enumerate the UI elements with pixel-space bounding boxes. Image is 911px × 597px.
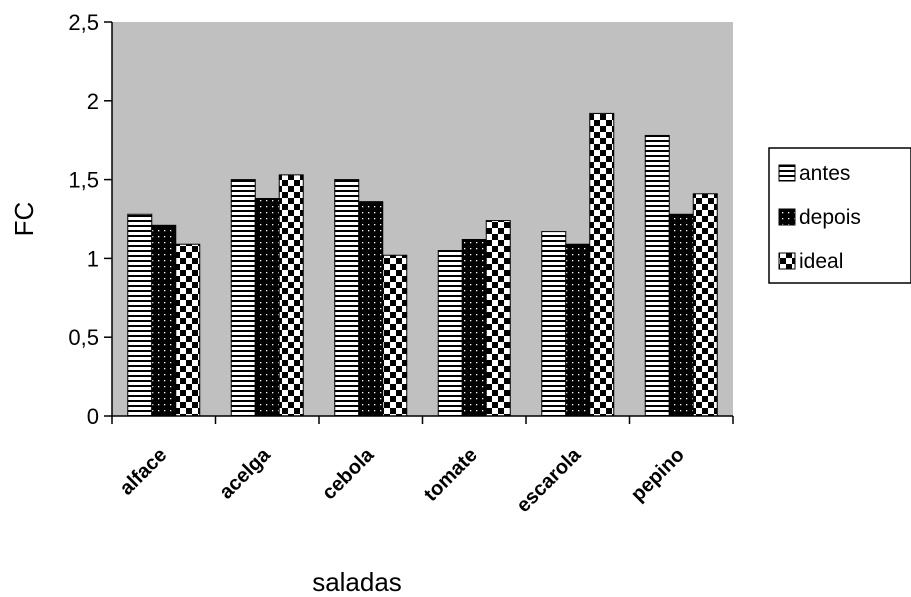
bar-antes-escarola [541, 231, 567, 417]
bars-layer [127, 112, 718, 417]
bar-antes-pepino [644, 134, 670, 417]
plot-area [112, 22, 733, 416]
legend: antes depois ideal [768, 147, 911, 284]
legend-label-ideal: ideal [799, 250, 843, 273]
bar-depois-pepino [668, 213, 694, 417]
x-category-label: pepino [627, 444, 689, 506]
bar-depois-cebola [358, 201, 384, 417]
y-tick-label: 1,5 [68, 168, 99, 193]
bar-depois-alface [151, 224, 177, 417]
legend-items: antes depois ideal [778, 162, 861, 273]
bar-ideal-alface [175, 243, 201, 417]
bar-antes-cebola [334, 179, 360, 417]
bar-ideal-cebola [382, 254, 408, 417]
y-tick-label: 2 [87, 89, 99, 114]
x-axis-title: saladas [312, 567, 402, 597]
legend-label-depois: depois [799, 206, 861, 229]
y-tick-label: 2,5 [68, 10, 99, 35]
legend-swatch-antes [778, 164, 796, 182]
x-category-label: tomate [420, 444, 482, 506]
bar-ideal-acelga [278, 174, 304, 417]
legend-swatch-depois [778, 208, 796, 226]
y-tick-label: 0 [87, 404, 99, 429]
y-tick-label: 0,5 [68, 325, 99, 350]
bar-antes-tomate [437, 250, 463, 417]
bar-antes-alface [127, 213, 153, 417]
legend-swatch-ideal [778, 252, 796, 270]
bar-depois-tomate [461, 238, 487, 417]
x-category-label: alface [116, 444, 172, 500]
y-ticks-layer: 0 0,5 1 1,5 2 2,5 [68, 10, 112, 429]
bar-ideal-pepino [692, 193, 718, 417]
bar-ideal-tomate [485, 220, 511, 417]
bar-depois-acelga [254, 198, 280, 417]
x-category-label: acelga [215, 443, 275, 503]
x-ticks-layer: alface acelga cebola tomate escarola pepino [111, 416, 734, 517]
x-category-label: cebola [318, 443, 379, 504]
legend-label-antes: antes [799, 162, 850, 185]
y-tick-label: 1 [87, 246, 99, 271]
bar-antes-acelga [230, 179, 256, 417]
x-category-label: escarola [512, 443, 586, 517]
bar-depois-escarola [565, 243, 591, 417]
bar-ideal-escarola [589, 112, 615, 417]
y-axis-title: FC [9, 202, 39, 237]
